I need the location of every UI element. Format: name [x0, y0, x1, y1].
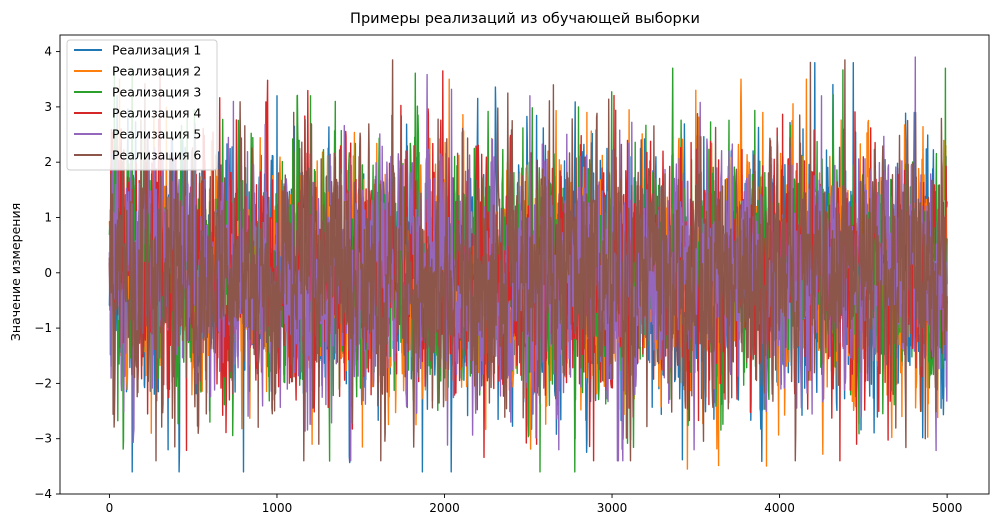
chart-title: Примеры реализаций из обучающей выборки [350, 11, 700, 27]
legend-label-5: Реализация 5 [112, 127, 201, 142]
series-line-5 [108, 56, 948, 462]
x-tick-label: 2000 [429, 501, 460, 515]
legend-label-3: Реализация 3 [112, 85, 201, 100]
x-axis: 0 1000 2000 3000 4000 5000 [106, 494, 963, 515]
plot-lines [108, 56, 948, 473]
y-tick-label: 0 [44, 266, 52, 280]
y-tick-label: −4 [34, 487, 52, 501]
y-axis-label: Значение измерения [8, 203, 23, 341]
y-tick-label: 4 [44, 45, 52, 59]
legend-label-6: Реализация 6 [112, 148, 201, 163]
x-tick-label: 0 [106, 501, 114, 515]
series-line-6 [108, 59, 948, 462]
x-tick-label: 5000 [932, 501, 963, 515]
plot-frame [59, 34, 990, 495]
y-tick-label: −1 [34, 321, 52, 335]
y-tick-label: 3 [44, 100, 52, 114]
x-tick-label: 4000 [764, 501, 795, 515]
legend-box [66, 39, 218, 171]
x-tick-label: 3000 [597, 501, 628, 515]
legend-label-1: Реализация 1 [112, 43, 201, 58]
legend-label-4: Реализация 4 [112, 106, 201, 121]
y-axis: −4 −3 −2 −1 0 1 2 3 4 [34, 45, 60, 501]
legend-label-2: Реализация 2 [112, 64, 201, 79]
y-tick-label: 1 [44, 210, 52, 224]
y-tick-label: −2 [34, 376, 52, 390]
y-tick-label: 2 [44, 155, 52, 169]
y-tick-label: −3 [34, 432, 52, 446]
legend: Реализация 1 Реализация 2 Реализация 3 Реал… [66, 39, 218, 171]
x-tick-label: 1000 [262, 501, 293, 515]
